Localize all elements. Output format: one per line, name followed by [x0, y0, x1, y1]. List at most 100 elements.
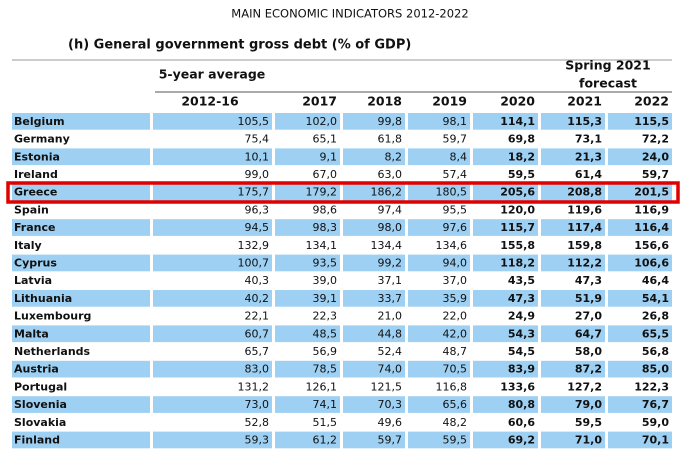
- row-shade: [343, 360, 405, 378]
- row-shade: [343, 254, 405, 272]
- row-shade: [608, 183, 672, 201]
- country: Lithuania: [14, 292, 72, 305]
- cell: 156,6: [634, 239, 669, 252]
- row-shade: [473, 396, 538, 413]
- cell: 121,5: [371, 380, 403, 393]
- row-shade: [275, 183, 340, 201]
- cell: 115,5: [634, 115, 669, 128]
- cell: 37,0: [443, 274, 468, 287]
- cell: 71,0: [575, 433, 602, 446]
- row-shade: [153, 360, 272, 378]
- cell: 83,9: [508, 363, 535, 376]
- row-shade: [541, 360, 605, 378]
- row-shade: [12, 113, 150, 130]
- cell: 54,3: [508, 327, 535, 340]
- cell: 43,5: [508, 274, 535, 287]
- country: Netherlands: [14, 345, 91, 358]
- cell: 59,7: [642, 168, 669, 181]
- cell: 51,5: [313, 416, 338, 429]
- cell: 102,0: [306, 115, 338, 128]
- cell: 70,3: [378, 398, 403, 411]
- cell: 96,3: [245, 203, 270, 216]
- row-shade: [12, 219, 150, 236]
- cell: 100,7: [238, 256, 270, 269]
- cell: 9,1: [320, 150, 338, 163]
- row-shade: [275, 254, 340, 272]
- cell: 115,3: [567, 115, 602, 128]
- cell: 54,5: [508, 345, 535, 358]
- cell: 60,6: [508, 416, 535, 429]
- cell: 49,6: [378, 416, 403, 429]
- cell: 75,4: [245, 133, 270, 146]
- cell: 40,3: [245, 274, 270, 287]
- column-header: 2022: [634, 94, 669, 109]
- cell: 51,9: [575, 292, 602, 305]
- row-shade: [473, 113, 538, 130]
- row-shade: [608, 148, 672, 166]
- cell: 22,0: [443, 310, 468, 323]
- row-shade: [473, 219, 538, 236]
- cell: 93,5: [313, 256, 338, 269]
- row-shade: [608, 360, 672, 378]
- row-shade: [473, 254, 538, 272]
- cell: 56,8: [642, 345, 669, 358]
- cell: 39,1: [313, 292, 338, 305]
- cell: 63,0: [378, 168, 403, 181]
- cell: 37,1: [378, 274, 403, 287]
- column-header: 2021: [567, 94, 602, 109]
- cell: 44,8: [378, 327, 403, 340]
- cell: 59,7: [443, 133, 468, 146]
- cell: 155,8: [500, 239, 535, 252]
- row-shade: [541, 183, 605, 201]
- country: Spain: [14, 203, 49, 216]
- row-shade: [153, 254, 272, 272]
- row-shade: [343, 325, 405, 343]
- cell: 76,7: [642, 398, 669, 411]
- row-shade: [408, 148, 470, 166]
- cell: 64,7: [575, 327, 602, 340]
- row-shade: [12, 360, 150, 378]
- row-shade: [608, 113, 672, 130]
- cell: 40,2: [245, 292, 270, 305]
- cell: 99,0: [245, 168, 270, 181]
- row-shade: [275, 396, 340, 413]
- cell: 60,7: [245, 327, 270, 340]
- cell: 47,3: [508, 292, 535, 305]
- row-shade: [275, 113, 340, 130]
- row-shade: [12, 183, 150, 201]
- country: Luxembourg: [14, 310, 91, 323]
- row-shade: [153, 431, 272, 449]
- row-shade: [275, 219, 340, 236]
- row-shade: [408, 360, 470, 378]
- cell: 57,4: [443, 168, 468, 181]
- cell: 201,5: [634, 186, 669, 199]
- cell: 122,3: [634, 380, 669, 393]
- column-header: 2020: [500, 94, 535, 109]
- column-header: 2019: [432, 94, 467, 109]
- cell: 119,6: [567, 203, 602, 216]
- row-shade: [608, 431, 672, 449]
- row-shade: [275, 148, 340, 166]
- row-shade: [153, 219, 272, 236]
- cell: 116,8: [436, 380, 468, 393]
- cell: 73,1: [575, 133, 602, 146]
- cell: 56,9: [313, 345, 338, 358]
- cell: 39,0: [313, 274, 338, 287]
- row-shade: [541, 113, 605, 130]
- cell: 127,2: [567, 380, 602, 393]
- cell: 65,7: [245, 345, 270, 358]
- cell: 65,6: [443, 398, 468, 411]
- cell: 33,7: [378, 292, 403, 305]
- country: Belgium: [14, 115, 65, 128]
- cell: 48,7: [443, 345, 468, 358]
- country: Latvia: [14, 274, 52, 287]
- cell: 48,5: [313, 327, 338, 340]
- cell: 54,1: [642, 292, 669, 305]
- cell: 52,8: [245, 416, 270, 429]
- cell: 42,0: [443, 327, 468, 340]
- row-shade: [408, 290, 470, 307]
- row-shade: [153, 148, 272, 166]
- row-shade: [608, 254, 672, 272]
- cell: 116,4: [634, 221, 669, 234]
